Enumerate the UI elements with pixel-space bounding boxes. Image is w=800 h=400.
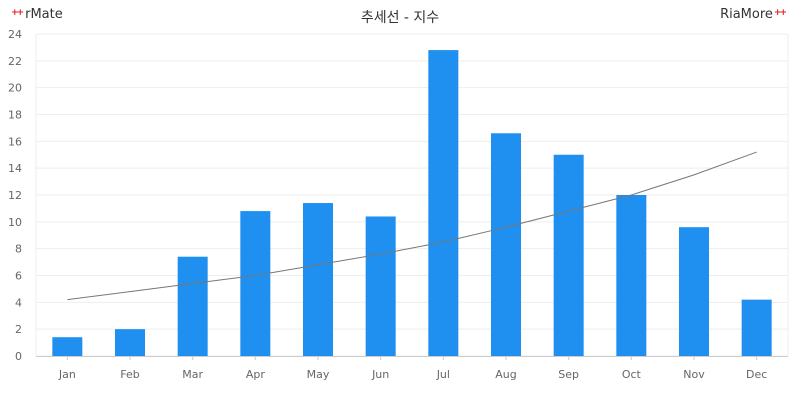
bar: [741, 299, 772, 356]
bar: [679, 227, 709, 356]
bar: [428, 50, 459, 356]
chart-title: 추세선 - 지수: [360, 10, 440, 26]
riamore-logo: RiaMore + +: [720, 7, 788, 22]
x-tick-label: Nov: [683, 368, 705, 381]
y-tick-label: 2: [15, 323, 22, 336]
x-tick-label: Sep: [558, 368, 579, 381]
bar: [115, 329, 145, 356]
y-tick-label: 6: [15, 270, 22, 283]
bar: [553, 154, 584, 356]
x-tick-label: Jan: [58, 368, 76, 381]
x-tick-label: Apr: [246, 368, 266, 381]
logo-left-text: rMate: [25, 7, 63, 22]
bar: [52, 337, 83, 356]
y-tick-label: 22: [8, 55, 22, 68]
bar: [616, 195, 647, 356]
logo-right-text: RiaMore: [720, 7, 773, 22]
x-tick-label: Oct: [622, 368, 642, 381]
y-tick-label: 12: [8, 189, 22, 202]
plus-icon: +: [16, 7, 25, 18]
plus-icon: +: [11, 7, 19, 18]
bar: [491, 133, 521, 356]
plus-icon: +: [779, 7, 787, 18]
x-axis: Jan Feb Mar Apr May Jun Jul Aug Sep Oct Nov Dec: [36, 356, 788, 381]
x-tick-label: Aug: [495, 368, 516, 381]
y-tick-label: 16: [8, 135, 22, 148]
y-tick-label: 0: [15, 350, 22, 363]
x-tick-label: Mar: [182, 368, 203, 381]
y-tick-label: 20: [8, 82, 22, 95]
x-tick-label: Dec: [746, 368, 767, 381]
rmate-logo: + + rMate: [10, 7, 63, 22]
plus-icon: +: [773, 7, 782, 18]
x-tick-label: May: [307, 368, 330, 381]
bar-series: [52, 50, 772, 356]
y-tick-label: 8: [15, 243, 22, 256]
bar: [365, 216, 396, 356]
grid-lines: [35, 33, 789, 357]
bar: [303, 203, 333, 356]
y-tick-label: 18: [8, 109, 22, 122]
trendline: [67, 151, 757, 301]
trendline-path: [67, 151, 757, 301]
y-tick-label: 4: [15, 296, 22, 309]
x-tick-label: Feb: [120, 368, 139, 381]
y-tick-label: 14: [8, 162, 22, 175]
x-tick-label: Jun: [371, 368, 389, 381]
y-tick-label: 24: [8, 28, 22, 41]
x-tick-label: Jul: [436, 368, 450, 381]
y-tick-label: 10: [8, 216, 22, 229]
bar: [177, 256, 208, 356]
bar: [240, 211, 271, 356]
